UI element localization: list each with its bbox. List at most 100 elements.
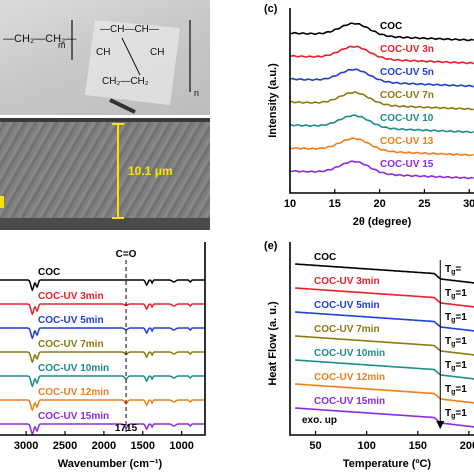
dsc-curve-3 — [295, 335, 474, 356]
dsc-tg-0: Tg= — [445, 264, 461, 276]
ftir-legend-5: COC-UV 12min — [38, 387, 109, 398]
dsc-ticklabel-200: 200 — [460, 440, 474, 452]
formula-sub-m: m — [58, 40, 66, 50]
ftir-curve-4 — [0, 375, 205, 388]
xrd-legend-6: COC-UV 15 — [380, 159, 434, 170]
ftir-curve-1 — [0, 303, 205, 316]
ring-bridge — [121, 37, 141, 76]
xrd-curve-3 — [289, 91, 474, 111]
dsc-tg-val-4: =1 — [455, 360, 467, 371]
sample-photo: —CH₂—CH₂— m —CH—CH— CH CH CH₂—CH₂ n — [0, 0, 210, 115]
ftir-co-label: C=O — [116, 249, 137, 260]
dsc-curve-2 — [295, 311, 474, 332]
dsc-legend-4: COC-UV 10min — [314, 348, 385, 359]
dsc-legend-0: COC — [314, 252, 336, 263]
dsc-ticklabel-100: 100 — [357, 440, 375, 452]
ring-mid-right: CH — [150, 47, 164, 58]
dsc-curve-4 — [295, 359, 474, 380]
dsc-tg-val-5: =1 — [455, 384, 467, 395]
ftir-curve-6 — [0, 423, 205, 436]
dsc-tg-val-1: =1 — [455, 288, 467, 299]
dsc-tg-5: Tg=1 — [445, 384, 467, 396]
tweezer — [109, 98, 136, 114]
xrd-curve-4 — [289, 114, 474, 134]
ftir-legend-1: COC-UV 3min — [38, 291, 104, 302]
dsc-tg-1: Tg=1 — [445, 288, 467, 300]
ftir-legend-2: COC-UV 5min — [38, 315, 104, 326]
dsc-curve-5 — [295, 383, 474, 404]
ftir-legend-6: COC-UV 15min — [38, 411, 109, 422]
ftir-curve-0 — [0, 279, 205, 292]
dsc-curve-1 — [295, 287, 474, 308]
ring-mid-left: CH — [96, 47, 110, 58]
xrd-xlabel: 2θ (degree) — [353, 216, 412, 228]
dsc-tg-sub-5: g — [451, 389, 455, 396]
dsc-legend-1: COC-UV 3min — [314, 276, 380, 287]
xrd-curve-0 — [289, 22, 474, 42]
ftir-curve-3 — [0, 351, 205, 364]
dsc-curve-0 — [295, 263, 474, 284]
xrd-legend-2: COC-UV 5n — [380, 67, 434, 78]
xrd-chart: (c) COC COC-UV 3n COC-UV 5n COC-UV 7n COC-UV … — [264, 3, 474, 228]
dsc-tg-sub-6: g — [451, 413, 455, 420]
xrd-legend-0: COC — [380, 21, 402, 32]
ftir-xlabel: Wavenumber (cm⁻¹) — [58, 458, 163, 470]
dsc-tg-sub-4: g — [451, 365, 455, 372]
xrd-legend-1: COC-UV 3n — [380, 44, 434, 55]
xrd-ticklabel-20: 20 — [373, 198, 385, 210]
dsc-tg-sub-0: g — [451, 269, 455, 276]
dsc-legend-3: COC-UV 7min — [314, 324, 380, 335]
xrd-legend-3: COC-UV 7n — [380, 90, 434, 101]
ring-bottom: CH₂—CH₂ — [102, 76, 149, 87]
ftir-legend-0: COC — [38, 267, 60, 278]
dsc-axes — [289, 242, 474, 436]
xrd-curve-2 — [289, 68, 474, 88]
dsc-ticklabel-50: 50 — [309, 440, 321, 452]
dsc-tg-2: Tg=1 — [445, 312, 467, 324]
ftir-legend-3: COC-UV 7min — [38, 339, 104, 350]
dsc-chart: (e) COC Tg= COC-UV 3min Tg=1 COC-UV 5min Tg=1 C… — [264, 240, 474, 470]
xrd-ticklabel-10: 10 — [284, 198, 296, 210]
panel-label-c: (c) — [264, 3, 278, 15]
formula-left: —CH₂—CH₂— — [3, 33, 76, 45]
xrd-ticklabel-30: 30 — [463, 198, 474, 210]
dsc-tg-3: Tg=1 — [445, 336, 467, 348]
chemical-structure: —CH₂—CH₂— m —CH—CH— CH CH CH₂—CH₂ n — [3, 20, 199, 114]
dsc-tg-val-3: =1 — [455, 336, 467, 347]
xrd-ticklabel-25: 25 — [418, 198, 430, 210]
scale-fragment — [0, 196, 4, 208]
ftir-axes — [0, 242, 206, 436]
dsc-tg-6: Tg=1 — [445, 408, 467, 420]
xrd-curve-1 — [289, 45, 474, 65]
sem-image: 10.1 μm — [0, 118, 210, 230]
formula-sub-n: n — [194, 88, 199, 98]
dsc-legend-6: COC-UV 15min — [314, 396, 385, 407]
dsc-curve-6 — [295, 407, 474, 428]
dsc-exo-label: exo. up — [302, 415, 337, 426]
ftir-1715-label: 1715 — [115, 423, 138, 434]
xrd-ticklabel-15: 15 — [329, 198, 341, 210]
ftir-ticklabel-2000: 2000 — [92, 440, 116, 452]
dsc-legend-2: COC-UV 5min — [314, 300, 380, 311]
xrd-ylabel: Intensity (a.u.) — [267, 63, 279, 138]
dsc-tg-sub-1: g — [451, 293, 455, 300]
dsc-tg-val-6: =1 — [455, 408, 467, 419]
sem-top-edge — [0, 118, 210, 122]
xrd-curve-6 — [289, 160, 474, 180]
ftir-curve-2 — [0, 327, 205, 340]
dsc-tg-sub-3: g — [451, 341, 455, 348]
ftir-ticklabel-1000: 1000 — [169, 440, 193, 452]
sem-annotation: 10.1 μm — [0, 118, 210, 230]
xrd-legend-5: COC-UV 13 — [380, 136, 434, 147]
ftir-curve-5 — [0, 399, 205, 412]
ring-top: —CH—CH— — [100, 24, 159, 35]
dsc-ticklabel-150: 150 — [409, 440, 427, 452]
ftir-ticklabel-2500: 2500 — [53, 440, 77, 452]
thickness-label: 10.1 μm — [128, 164, 173, 178]
ftir-legend-4: COC-UV 10min — [38, 363, 109, 374]
dsc-arrow-head — [436, 421, 445, 429]
xrd-legend-4: COC-UV 10 — [380, 113, 434, 124]
dsc-tg-val-0: = — [455, 264, 461, 275]
xrd-curve-5 — [289, 137, 474, 157]
panel-label-e: (e) — [264, 240, 278, 252]
